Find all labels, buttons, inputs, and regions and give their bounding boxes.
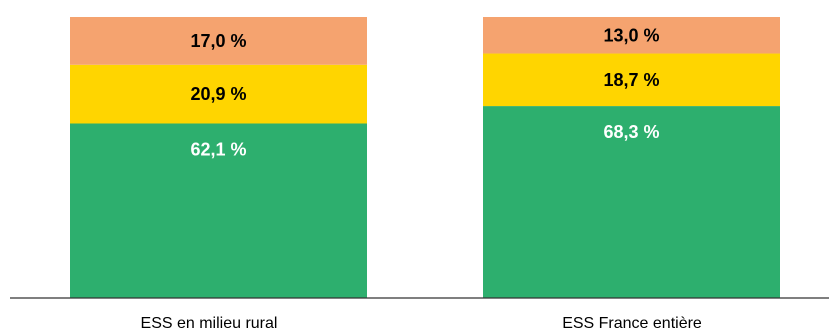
category-label-france: ESS France entière: [562, 315, 702, 332]
data-label-france-yellow: 18,7 %: [603, 70, 659, 90]
bar-segment-france-green: [483, 106, 780, 299]
bars-group: 62,1 % 20,9 % 17,0 % 68,3 % 18,7 % 13,0 %: [70, 17, 780, 299]
bar-segment-france-orange: [483, 17, 780, 54]
bar-segment-france-yellow: [483, 53, 780, 107]
data-label-france-green: 68,3 %: [603, 122, 659, 142]
bar-segment-rural-yellow: [70, 64, 367, 124]
data-label-france-orange: 13,0 %: [603, 25, 659, 45]
category-label-rural: ESS en milieu rural: [141, 315, 278, 332]
bar-segment-rural-green: [70, 123, 367, 299]
data-label-rural-yellow: 20,9 %: [190, 84, 246, 104]
data-label-rural-orange: 17,0 %: [190, 31, 246, 51]
data-label-rural-green: 62,1 %: [190, 139, 246, 159]
bar-segment-rural-orange: [70, 17, 367, 65]
